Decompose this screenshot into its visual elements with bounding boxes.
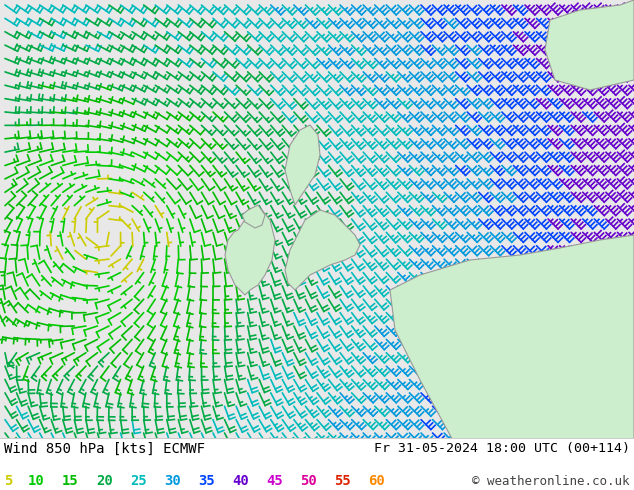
Text: 35: 35 xyxy=(198,474,215,488)
Text: 50: 50 xyxy=(300,474,317,488)
Text: 10: 10 xyxy=(28,474,45,488)
Bar xyxy=(0,438,634,490)
Text: 25: 25 xyxy=(130,474,146,488)
Text: 55: 55 xyxy=(334,474,351,488)
Text: Wind 850 hPa [kts] ECMWF: Wind 850 hPa [kts] ECMWF xyxy=(4,442,205,456)
Text: © weatheronline.co.uk: © weatheronline.co.uk xyxy=(472,475,630,488)
Text: 60: 60 xyxy=(368,474,385,488)
Polygon shape xyxy=(545,0,634,90)
Polygon shape xyxy=(390,235,634,490)
Polygon shape xyxy=(242,205,265,228)
Text: 40: 40 xyxy=(232,474,249,488)
Text: 15: 15 xyxy=(62,474,79,488)
Text: Fr 31-05-2024 18:00 UTC (00+114): Fr 31-05-2024 18:00 UTC (00+114) xyxy=(374,442,630,455)
Text: 45: 45 xyxy=(266,474,283,488)
Bar xyxy=(0,0,634,438)
Polygon shape xyxy=(285,125,320,205)
Text: 5: 5 xyxy=(4,474,13,488)
Polygon shape xyxy=(285,210,360,290)
Bar xyxy=(0,438,634,439)
Text: 20: 20 xyxy=(96,474,113,488)
Text: 30: 30 xyxy=(164,474,181,488)
Polygon shape xyxy=(225,210,275,295)
